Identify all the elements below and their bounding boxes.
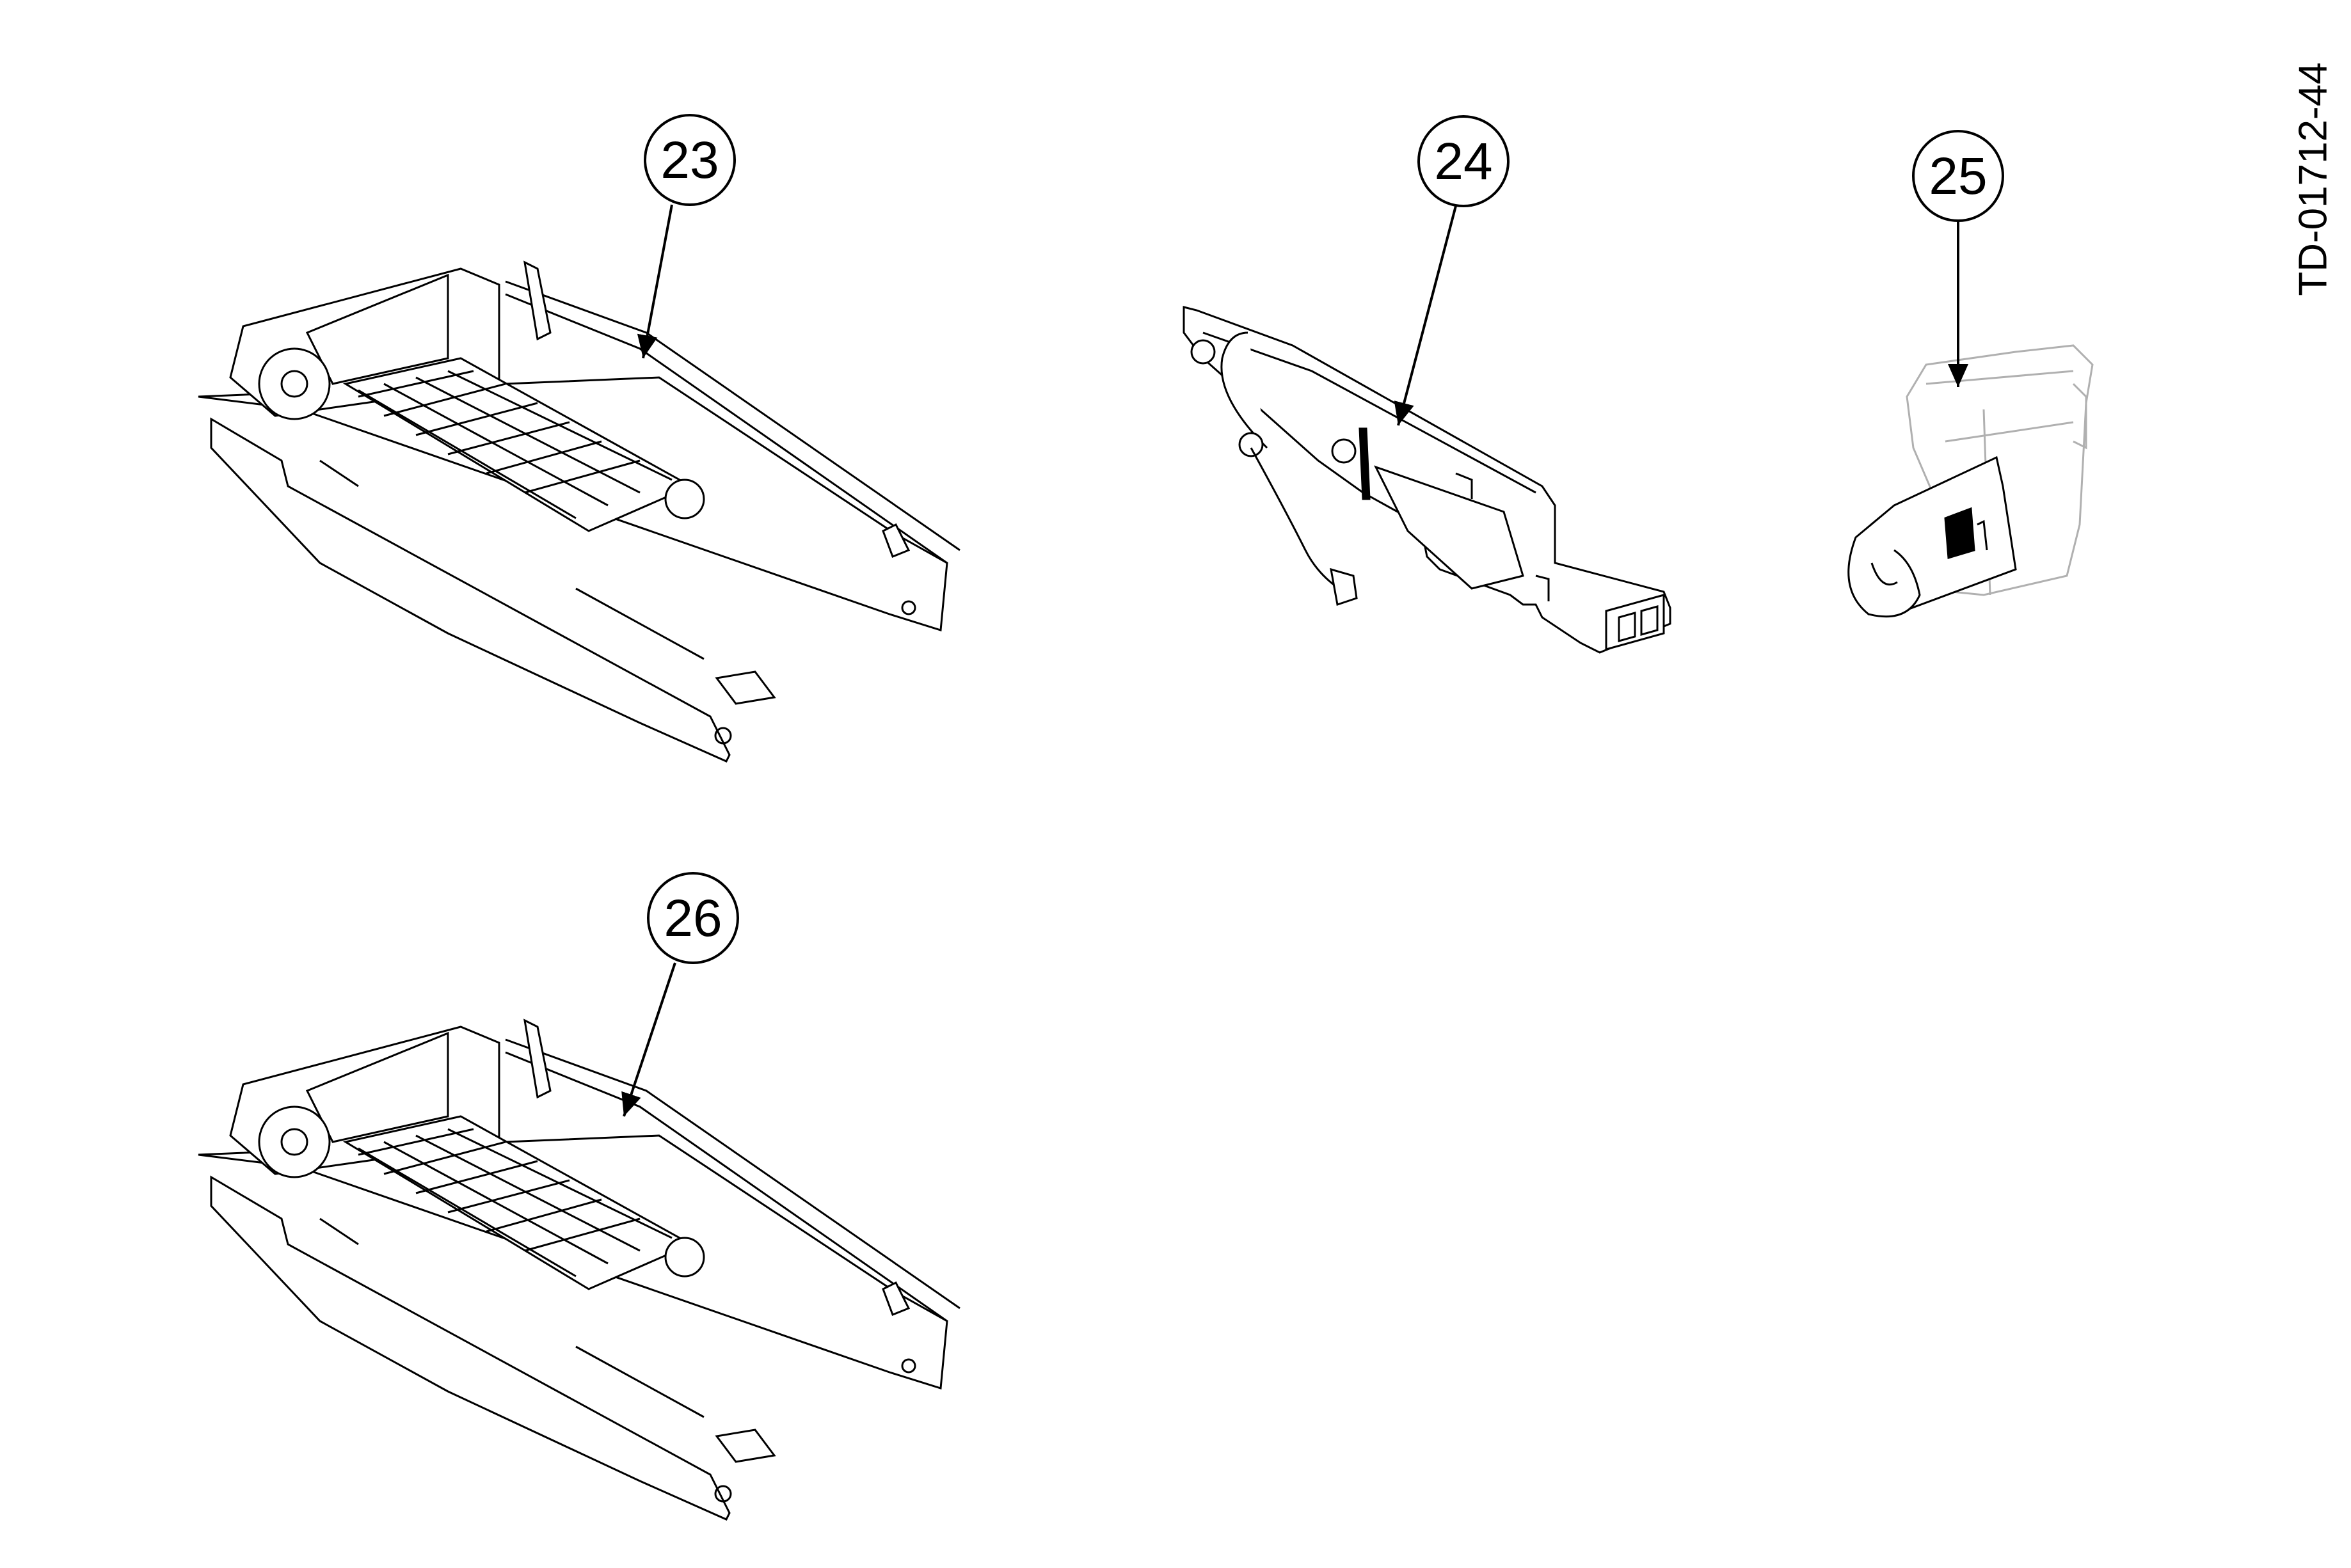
callout-26: 26: [621, 872, 739, 1117]
callout-25-number: 25: [1929, 147, 1987, 205]
callout-24-number: 24: [1434, 132, 1492, 191]
callout-23: 23: [637, 114, 736, 359]
callout-23-number: 23: [660, 131, 719, 189]
callout-24: 24: [1394, 115, 1510, 426]
part-23-frame-assembly: [197, 261, 961, 763]
part-24-bracket: [1183, 306, 1671, 654]
part-25-clip: [1847, 344, 2094, 618]
callout-25: 25: [1912, 130, 2004, 387]
callout-26-number: 26: [664, 889, 722, 947]
part-26-frame-assembly: [197, 1019, 961, 1521]
